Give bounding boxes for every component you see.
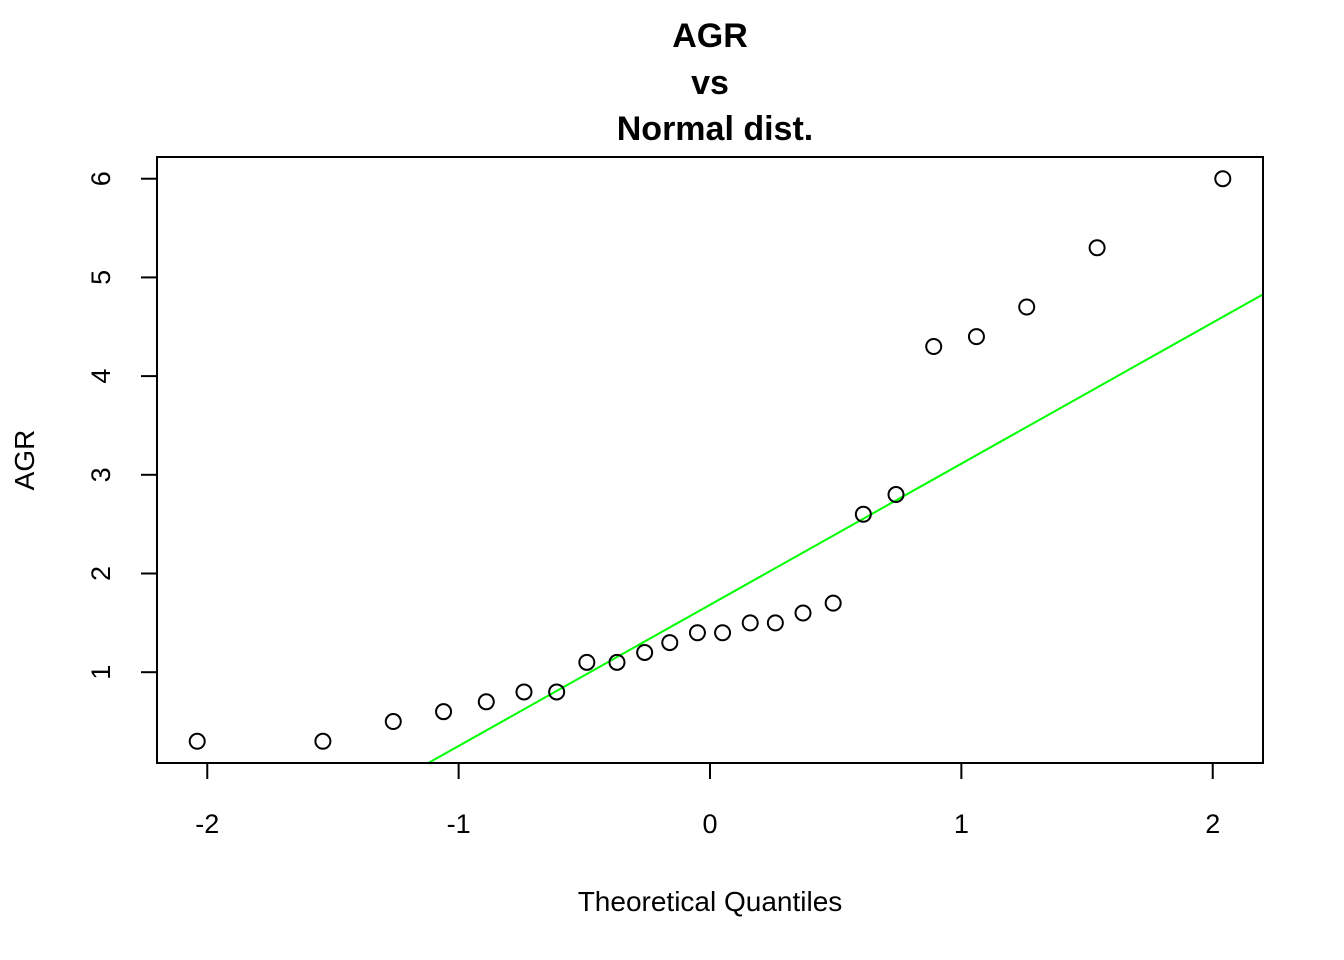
data-point [578,653,596,671]
data-points [188,170,1232,750]
data-point [967,328,985,346]
chart-title: AGR vs Normal dist. [617,17,813,148]
data-point [1088,239,1106,257]
x-tick-label: -2 [195,809,219,839]
title-line-3: Normal dist. [617,110,813,148]
y-tick-label: 5 [86,270,116,285]
data-point [925,337,943,355]
data-point [794,604,812,622]
data-point [548,683,566,701]
data-point [608,653,626,671]
y-tick-label: 2 [86,566,116,581]
plot-frame [156,156,1264,764]
data-point [384,713,402,731]
x-tick-label: -1 [447,809,471,839]
data-point [188,732,206,750]
data-point [1018,298,1036,316]
title-line-2: vs [691,64,729,102]
data-point [824,594,842,612]
data-point [477,693,495,711]
x-tick-label: 0 [702,809,717,839]
y-tick-label: 4 [86,369,116,384]
x-tick-label: 2 [1205,809,1220,839]
y-axis-label: AGR [9,430,40,491]
data-point [766,614,784,632]
title-line-1: AGR [672,17,748,55]
data-point [636,643,654,661]
data-point [1214,170,1232,188]
reference-line [426,293,1263,763]
x-axis-label: Theoretical Quantiles [578,886,843,917]
data-point [714,624,732,642]
x-tick-label: 1 [954,809,969,839]
x-axis: -2 -1 0 1 2 [195,763,1220,839]
data-point [661,634,679,652]
data-point [688,624,706,642]
data-point [854,505,872,523]
y-tick-label: 3 [86,467,116,482]
data-point [435,703,453,721]
data-point [741,614,759,632]
data-point [887,486,905,504]
data-point [515,683,533,701]
y-tick-label: 1 [86,665,116,680]
y-tick-label: 6 [86,171,116,186]
y-axis: 1 2 3 4 5 6 [86,171,157,680]
data-point [314,732,332,750]
